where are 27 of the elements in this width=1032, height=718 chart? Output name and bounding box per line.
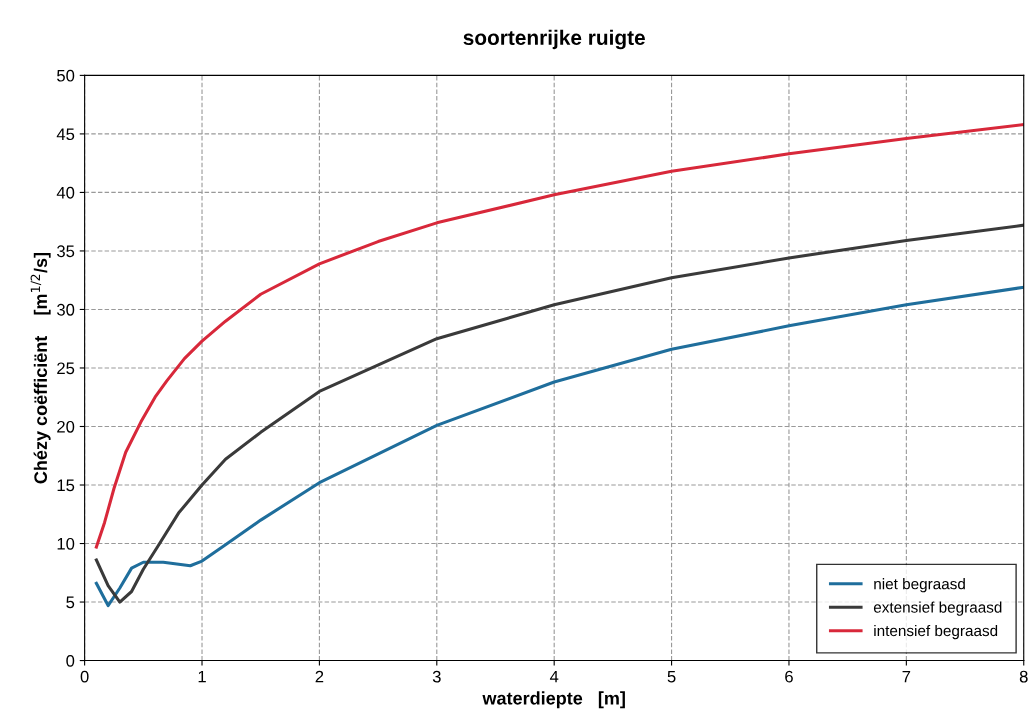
y-axis-title: Chézy coëfficiënt [m$^{1/2}$/s] <box>30 252 51 484</box>
x-tick-label: 1 <box>198 670 206 683</box>
x-tick-label: 0 <box>80 670 89 683</box>
x-tick-label: 3 <box>432 670 441 683</box>
x-tick-label: 8 <box>1019 670 1028 683</box>
y-tick-label: 35 <box>57 245 75 258</box>
x-tick-label: 5 <box>667 670 676 683</box>
x-axis-title: waterdiepte [m] <box>482 691 625 709</box>
y-tick-label: 50 <box>57 69 75 82</box>
y-tick-label: 15 <box>57 479 75 492</box>
y-tick-label: 30 <box>57 303 75 316</box>
y-tick-label: 10 <box>57 537 75 550</box>
x-tick-label: 4 <box>549 670 559 683</box>
legend-label: intensief begraasd <box>874 624 998 640</box>
legend-label: extensief begraasd <box>873 601 1002 616</box>
y-tick-label: 25 <box>57 362 75 375</box>
y-tick-label: 45 <box>56 128 75 141</box>
chart-title: soortenrijke ruigte <box>463 29 645 50</box>
x-tick-label: 7 <box>902 670 911 683</box>
x-tick-label: 2 <box>315 670 324 683</box>
x-tick-label: 6 <box>785 670 793 683</box>
y-tick-label: 40 <box>56 186 75 199</box>
y-tick-label: 20 <box>57 420 75 433</box>
legend-label: niet begraasd <box>874 578 965 593</box>
line-series <box>94 123 1024 549</box>
y-tick-label: 0 <box>66 654 75 667</box>
y-tick-label: 5 <box>66 596 75 609</box>
